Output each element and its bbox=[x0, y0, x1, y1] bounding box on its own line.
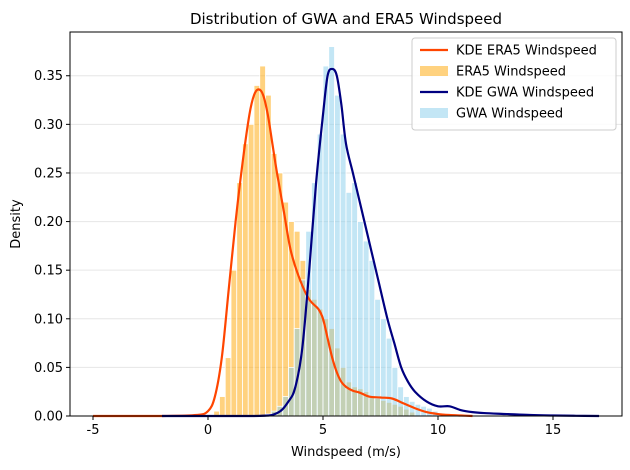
gwa-windspeed-bar bbox=[316, 133, 324, 417]
x-tick-label: 10 bbox=[430, 423, 447, 438]
gwa-windspeed-bar bbox=[351, 182, 358, 417]
gwa-windspeed-legend-label: GWA Windspeed bbox=[456, 107, 563, 122]
x-tick-label: 15 bbox=[545, 423, 562, 438]
kde-lines bbox=[92, 67, 600, 418]
era5-windspeed-bar bbox=[230, 269, 238, 417]
era5-windspeed-bar bbox=[236, 182, 243, 417]
gwa-windspeed-bar bbox=[391, 366, 399, 417]
kde-gwa-windspeed-legend-label: KDE GWA Windspeed bbox=[456, 86, 594, 101]
y-tick-label: 0.15 bbox=[34, 264, 63, 279]
kde-era5-windspeed-legend-label: KDE ERA5 Windspeed bbox=[456, 44, 597, 59]
era5-windspeed-bar bbox=[242, 143, 249, 417]
kde-era5-windspeed-line bbox=[92, 88, 473, 418]
y-tick-label: 0.35 bbox=[34, 69, 63, 84]
y-tick-label: 0.10 bbox=[34, 312, 63, 327]
y-tick-label: 0.05 bbox=[34, 361, 63, 376]
x-tick-label: 0 bbox=[204, 423, 212, 438]
era5-windspeed-bar bbox=[219, 396, 226, 417]
y-tick-label: 0.25 bbox=[34, 166, 63, 181]
legend: KDE ERA5 Windspeed ERA5 Windspeed KDE GWA … bbox=[411, 37, 617, 131]
gwa-windspeed-bar bbox=[339, 133, 347, 417]
era5-windspeed-bar bbox=[259, 65, 266, 417]
x-tick-label: 5 bbox=[319, 423, 327, 438]
era5-windspeed-bar bbox=[247, 123, 255, 417]
chart-title: Distribution of GWA and ERA5 Windspeed bbox=[190, 10, 502, 28]
era5-windspeed-legend-label: ERA5 Windspeed bbox=[456, 65, 566, 80]
era5-windspeed-legend-swatch bbox=[420, 66, 448, 76]
gwa-windspeed-bar bbox=[345, 192, 353, 417]
era5-windspeed-bar bbox=[270, 153, 278, 417]
x-axis: -5 0 5 10 15 bbox=[87, 416, 562, 438]
x-axis-label: Windspeed (m/s) bbox=[291, 445, 401, 460]
gwa-windspeed-bar bbox=[362, 240, 370, 417]
y-tick-label: 0.00 bbox=[34, 410, 63, 425]
era5-windspeed-bar bbox=[253, 85, 261, 417]
y-tick-label: 0.30 bbox=[34, 118, 63, 133]
gwa-windspeed-bar bbox=[385, 337, 393, 417]
gwa-windspeed-bar bbox=[380, 318, 387, 417]
gwa-windspeed-legend-swatch bbox=[420, 108, 448, 118]
era5-windspeed-bar bbox=[276, 172, 284, 417]
y-axis: 0.00 0.05 0.10 0.15 0.20 0.25 0.30 0.35 bbox=[34, 69, 70, 425]
gwa-windspeed-bar bbox=[368, 260, 376, 417]
gwa-windspeed-bar bbox=[357, 221, 364, 417]
y-axis-label: Density bbox=[9, 199, 24, 249]
legend-box bbox=[411, 37, 617, 131]
era5-windspeed-bar bbox=[224, 357, 232, 417]
plot-frame bbox=[69, 31, 623, 417]
gwa-windspeed-bar bbox=[322, 65, 330, 417]
y-tick-label: 0.20 bbox=[34, 215, 63, 230]
era5-windspeed-bar bbox=[265, 94, 272, 417]
x-tick-label: -5 bbox=[87, 423, 100, 438]
kde-gwa-windspeed-line bbox=[161, 67, 600, 418]
